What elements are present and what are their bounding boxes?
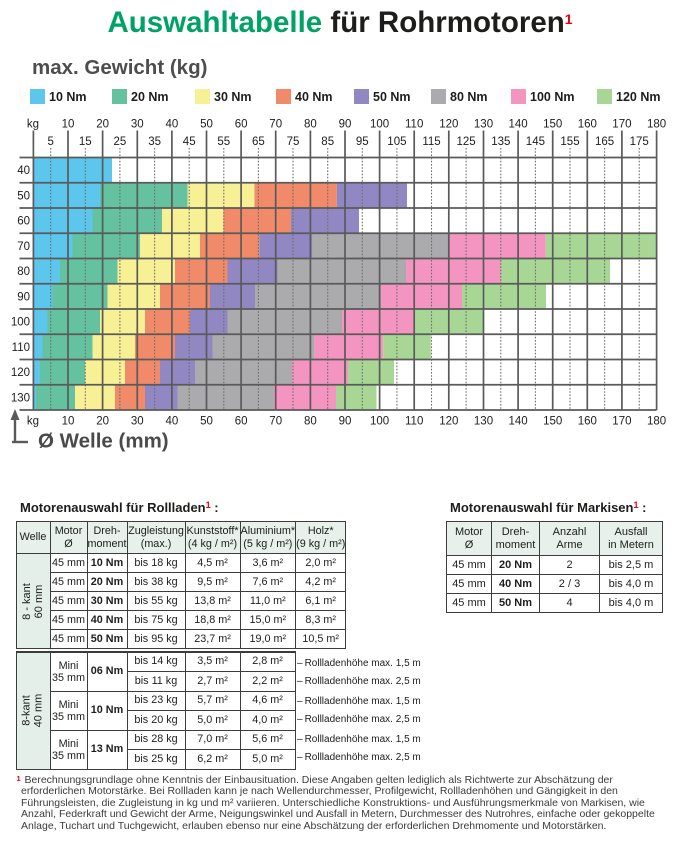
svg-text:175: 175 bbox=[630, 136, 649, 148]
svg-text:170: 170 bbox=[612, 416, 631, 428]
svg-text:20: 20 bbox=[96, 119, 109, 131]
svg-text:10: 10 bbox=[62, 119, 75, 131]
svg-text:80: 80 bbox=[304, 119, 317, 131]
svg-text:160: 160 bbox=[578, 119, 597, 131]
svg-text:30: 30 bbox=[131, 416, 144, 428]
svg-text:55: 55 bbox=[217, 136, 230, 148]
svg-text:95: 95 bbox=[356, 136, 369, 148]
svg-text:40: 40 bbox=[17, 165, 30, 177]
svg-text:65: 65 bbox=[252, 136, 265, 148]
svg-text:120: 120 bbox=[439, 119, 458, 131]
svg-text:30: 30 bbox=[131, 119, 144, 131]
svg-text:125: 125 bbox=[457, 136, 476, 148]
svg-text:115: 115 bbox=[422, 136, 440, 148]
svg-text:40: 40 bbox=[166, 416, 179, 428]
svg-text:50: 50 bbox=[17, 190, 30, 202]
svg-text:145: 145 bbox=[526, 136, 545, 148]
svg-text:105: 105 bbox=[387, 136, 406, 148]
svg-text:80: 80 bbox=[304, 416, 317, 428]
svg-text:90: 90 bbox=[339, 119, 352, 131]
svg-text:90: 90 bbox=[339, 416, 352, 428]
svg-text:35: 35 bbox=[148, 136, 161, 148]
svg-text:165: 165 bbox=[595, 136, 614, 148]
svg-text:130: 130 bbox=[474, 416, 493, 428]
svg-text:70: 70 bbox=[269, 416, 282, 428]
svg-text:110: 110 bbox=[405, 416, 423, 428]
svg-text:110: 110 bbox=[12, 342, 30, 354]
svg-text:70: 70 bbox=[269, 119, 282, 131]
svg-text:40: 40 bbox=[166, 119, 179, 131]
svg-text:50: 50 bbox=[200, 416, 213, 428]
svg-text:60: 60 bbox=[235, 119, 248, 131]
svg-text:kg: kg bbox=[27, 416, 39, 428]
svg-text:130: 130 bbox=[11, 392, 30, 404]
svg-text:60: 60 bbox=[17, 216, 30, 228]
svg-text:25: 25 bbox=[114, 136, 127, 148]
svg-text:45: 45 bbox=[183, 136, 196, 148]
svg-text:Ø Welle (mm): Ø Welle (mm) bbox=[38, 430, 169, 453]
svg-text:90: 90 bbox=[17, 291, 30, 303]
svg-text:15: 15 bbox=[79, 136, 92, 148]
svg-text:120: 120 bbox=[439, 416, 458, 428]
svg-text:180: 180 bbox=[647, 119, 666, 131]
svg-text:50: 50 bbox=[200, 119, 213, 131]
svg-text:20: 20 bbox=[96, 416, 109, 428]
svg-text:100: 100 bbox=[11, 317, 30, 329]
svg-text:150: 150 bbox=[543, 416, 562, 428]
svg-text:100: 100 bbox=[370, 416, 389, 428]
svg-text:150: 150 bbox=[543, 119, 562, 131]
svg-text:70: 70 bbox=[17, 241, 30, 253]
svg-text:60: 60 bbox=[235, 416, 248, 428]
svg-text:170: 170 bbox=[612, 119, 631, 131]
svg-text:120: 120 bbox=[11, 367, 30, 379]
svg-text:180: 180 bbox=[647, 416, 666, 428]
svg-text:kg: kg bbox=[27, 119, 39, 131]
svg-text:85: 85 bbox=[321, 136, 334, 148]
svg-text:155: 155 bbox=[560, 136, 579, 148]
svg-text:110: 110 bbox=[405, 119, 423, 131]
svg-text:100: 100 bbox=[370, 119, 389, 131]
svg-text:75: 75 bbox=[287, 136, 300, 148]
svg-text:140: 140 bbox=[509, 416, 528, 428]
svg-text:160: 160 bbox=[578, 416, 597, 428]
svg-text:5: 5 bbox=[47, 136, 53, 148]
svg-text:130: 130 bbox=[474, 119, 493, 131]
svg-text:10: 10 bbox=[62, 416, 75, 428]
svg-text:135: 135 bbox=[491, 136, 510, 148]
svg-text:140: 140 bbox=[509, 119, 528, 131]
svg-text:80: 80 bbox=[17, 266, 30, 278]
